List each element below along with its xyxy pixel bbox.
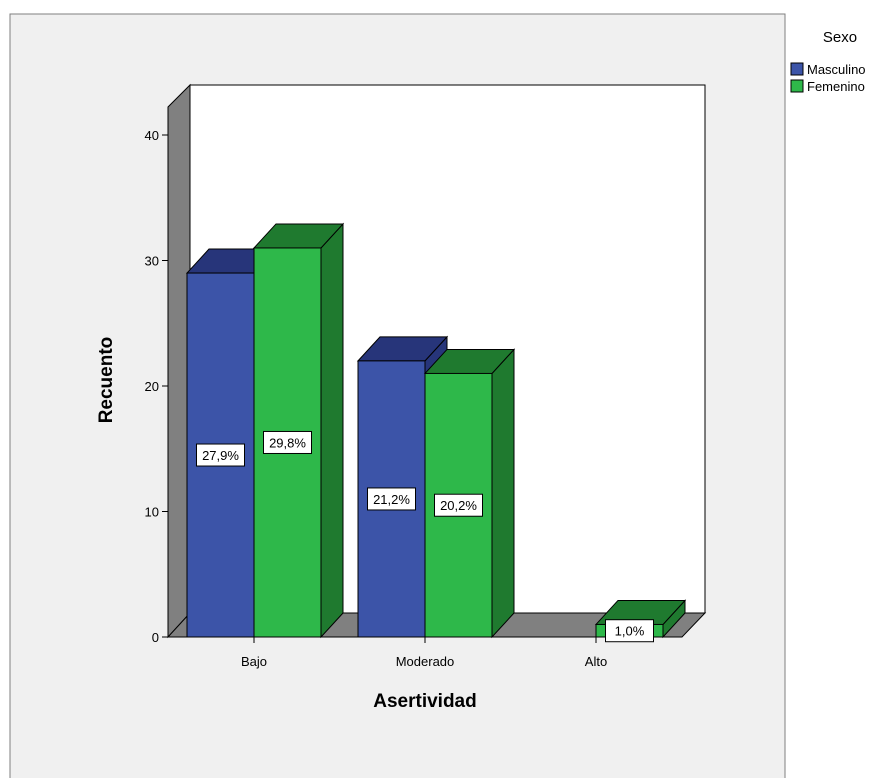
- data-label-box: [605, 619, 654, 643]
- y-tick-label-0: 0: [152, 630, 159, 645]
- legend-label-masculino: Masculino: [807, 62, 866, 77]
- data-label-text: 27,9%: [202, 448, 239, 463]
- y-tick-label-20: 20: [145, 379, 159, 394]
- data-label-box: [434, 493, 483, 517]
- x-tick-label-bajo: Bajo: [241, 654, 267, 669]
- y-tick-label-40: 40: [145, 128, 159, 143]
- legend-swatch-masculino: [790, 62, 804, 76]
- y-tick-label-10: 10: [145, 505, 159, 520]
- data-label-text: 21,2%: [373, 492, 410, 507]
- bar-femenino-moderado: [423, 348, 516, 639]
- y-axis-title: Recuento: [96, 337, 117, 424]
- data-label-box: [263, 430, 312, 454]
- bar-femenino-bajo: [252, 222, 345, 639]
- legend: Sexo Masculino Femenino: [790, 29, 866, 94]
- data-label-femenino-moderado: 20,2%: [434, 493, 483, 517]
- data-label-text: 20,2%: [440, 498, 477, 513]
- data-label-box: [367, 487, 416, 511]
- data-label-text: 1,0%: [615, 624, 645, 639]
- y-tick-label-30: 30: [145, 254, 159, 269]
- legend-label-femenino: Femenino: [807, 79, 865, 94]
- data-label-femenino-alto: 1,0%: [605, 619, 654, 643]
- bar-side: [491, 348, 515, 639]
- y-axis: 0 10 20 30 40: [145, 107, 169, 645]
- data-label-masculino-bajo: 27,9%: [196, 443, 245, 467]
- data-label-text: 29,8%: [269, 435, 306, 450]
- data-labels: 27,9% 29,8% 21,2% 20,2% 1,0%: [196, 430, 654, 643]
- x-tick-label-moderado: Moderado: [396, 654, 455, 669]
- legend-title: Sexo: [823, 29, 857, 46]
- bar-side: [320, 222, 344, 639]
- data-label-masculino-moderado: 21,2%: [367, 487, 416, 511]
- x-tick-label-alto: Alto: [585, 654, 607, 669]
- data-label-femenino-bajo: 29,8%: [263, 430, 312, 454]
- x-axis-title: Asertividad: [373, 691, 476, 712]
- data-label-box: [196, 443, 245, 467]
- legend-swatch-femenino: [790, 79, 804, 93]
